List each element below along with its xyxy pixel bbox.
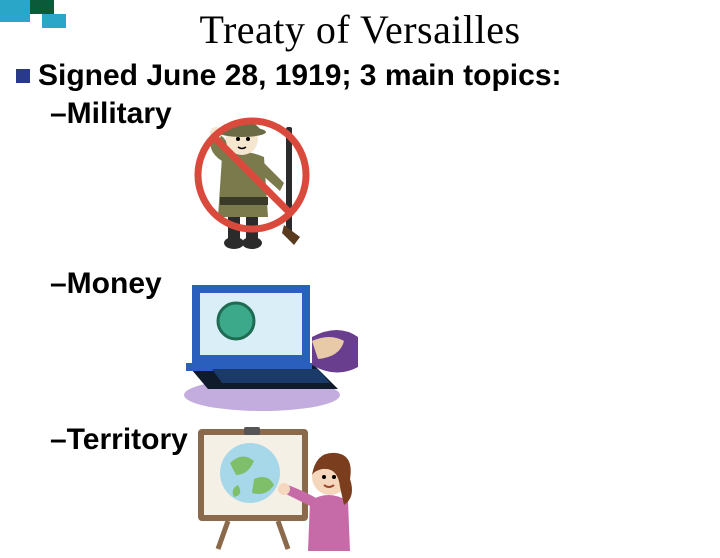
clipart-military bbox=[172, 97, 342, 262]
clipart-territory bbox=[188, 423, 378, 558]
main-bullet-row: Signed June 28, 1919; 3 main topics: bbox=[16, 59, 710, 93]
laptop-coin-icon bbox=[162, 267, 362, 417]
sub-row-military: –Military bbox=[16, 97, 710, 257]
corner-accent-icon bbox=[0, 0, 70, 50]
sub-label-territory: –Territory bbox=[16, 423, 188, 457]
sub-label-military: –Military bbox=[16, 97, 172, 131]
slide-title: Treaty of Versailles bbox=[0, 0, 720, 53]
bullet-icon bbox=[16, 69, 30, 83]
teacher-map-icon bbox=[188, 423, 378, 553]
main-bullet-text: Signed June 28, 1919; 3 main topics: bbox=[38, 59, 562, 93]
clipart-money bbox=[162, 267, 362, 422]
sub-row-money: –Money bbox=[16, 267, 710, 417]
sub-row-territory: –Territory bbox=[16, 423, 710, 553]
slide-body: Signed June 28, 1919; 3 main topics: –Mi… bbox=[0, 53, 720, 553]
soldier-no-icon bbox=[172, 97, 342, 257]
sub-label-money: –Money bbox=[16, 267, 162, 301]
